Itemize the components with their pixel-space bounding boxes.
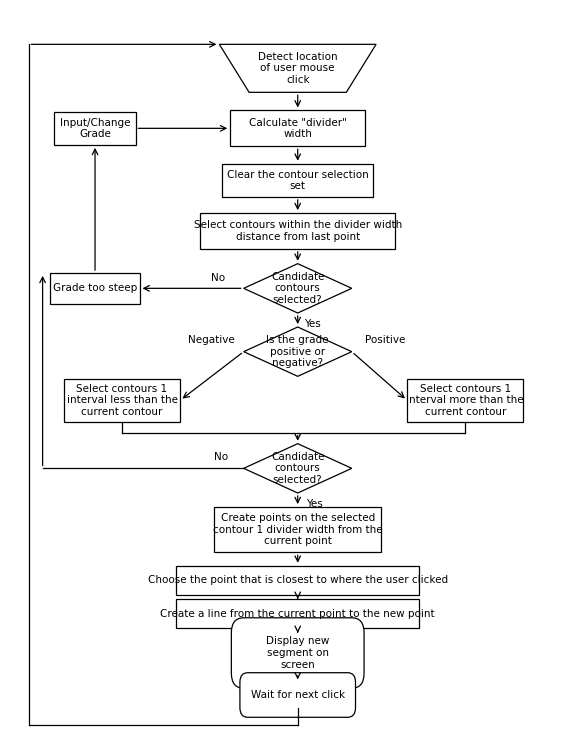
Text: Wait for next click: Wait for next click	[251, 690, 345, 700]
FancyBboxPatch shape	[176, 566, 419, 595]
Text: Yes: Yes	[306, 500, 322, 509]
Text: Positive: Positive	[365, 335, 405, 345]
Text: Candidate
contours
selected?: Candidate contours selected?	[271, 452, 324, 485]
Text: Create points on the selected
contour 1 divider width from the
current point: Create points on the selected contour 1 …	[213, 513, 382, 546]
FancyBboxPatch shape	[176, 599, 419, 628]
FancyBboxPatch shape	[200, 213, 395, 249]
Text: Input/Change
Grade: Input/Change Grade	[60, 118, 130, 140]
Text: Negative: Negative	[188, 335, 235, 345]
FancyBboxPatch shape	[55, 112, 136, 145]
Text: Display new
segment on
screen: Display new segment on screen	[266, 637, 329, 670]
Text: Detect location
of user mouse
click: Detect location of user mouse click	[258, 52, 338, 85]
FancyBboxPatch shape	[51, 273, 140, 304]
Text: Yes: Yes	[305, 320, 321, 329]
FancyBboxPatch shape	[407, 379, 524, 422]
FancyBboxPatch shape	[214, 507, 382, 552]
Text: Create a line from the current point to the new point: Create a line from the current point to …	[160, 609, 435, 619]
FancyBboxPatch shape	[222, 164, 373, 197]
Polygon shape	[244, 264, 352, 313]
Text: Clear the contour selection
set: Clear the contour selection set	[227, 170, 369, 191]
Text: No: No	[211, 273, 225, 283]
FancyBboxPatch shape	[64, 379, 180, 422]
Text: Calculate "divider"
width: Calculate "divider" width	[249, 118, 347, 140]
Text: Select contours 1
interval more than the
current contour: Select contours 1 interval more than the…	[406, 384, 524, 417]
Polygon shape	[244, 444, 352, 493]
Text: Choose the point that is closest to where the user clicked: Choose the point that is closest to wher…	[148, 575, 448, 585]
FancyBboxPatch shape	[240, 673, 355, 717]
Polygon shape	[220, 44, 376, 92]
Text: Candidate
contours
selected?: Candidate contours selected?	[271, 272, 324, 305]
FancyBboxPatch shape	[230, 110, 365, 146]
Polygon shape	[244, 327, 352, 376]
Text: Select contours 1
interval less than the
current contour: Select contours 1 interval less than the…	[66, 384, 177, 417]
Text: Is the grade
positive or
negative?: Is the grade positive or negative?	[266, 335, 329, 368]
Text: Grade too steep: Grade too steep	[53, 284, 137, 293]
Text: Select contours within the divider width
distance from last point: Select contours within the divider width…	[194, 220, 402, 242]
FancyBboxPatch shape	[231, 618, 364, 688]
Text: No: No	[214, 452, 228, 462]
